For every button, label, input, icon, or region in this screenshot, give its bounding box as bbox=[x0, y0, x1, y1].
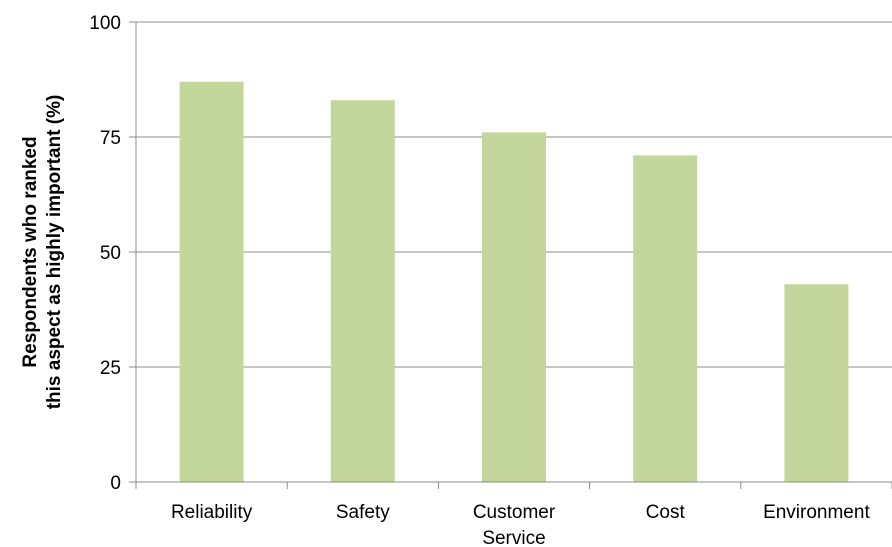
y-tick-label: 75 bbox=[100, 128, 121, 149]
bar-safety bbox=[330, 100, 395, 482]
x-tick-label: Customer Service bbox=[473, 502, 556, 547]
bar-environment bbox=[784, 284, 849, 482]
y-tick-labels: 0 25 50 75 100 bbox=[89, 13, 121, 494]
y-axis-title: Respondents who ranked this aspect as hig… bbox=[20, 95, 65, 410]
bar-cost bbox=[633, 155, 698, 482]
bars bbox=[179, 81, 849, 483]
y-tick-label: 50 bbox=[100, 243, 121, 264]
bar-customer-service bbox=[482, 132, 546, 482]
x-tick-label: Cost bbox=[646, 502, 686, 523]
x-tick-labels: Reliability Safety Customer Service Cost Envi… bbox=[171, 502, 871, 547]
x-tick-label: Reliability bbox=[171, 502, 253, 523]
axes bbox=[129, 21, 892, 489]
y-axis-label: Respondents who ranked this aspect as hig… bbox=[20, 95, 65, 410]
x-tick-label: Environment bbox=[763, 502, 870, 523]
y-tick-label: 0 bbox=[110, 473, 121, 494]
x-tick-label: Safety bbox=[336, 502, 390, 523]
y-tick-label: 25 bbox=[100, 358, 121, 379]
bar-reliability bbox=[179, 81, 244, 483]
y-tick-label: 100 bbox=[89, 13, 121, 34]
